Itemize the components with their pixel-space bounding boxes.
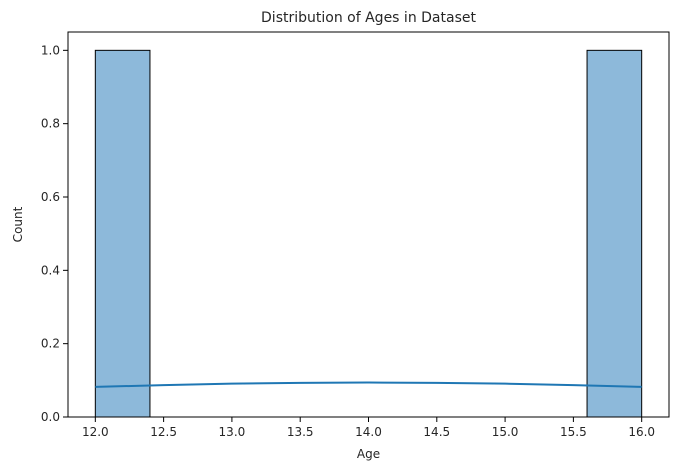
y-tick-label: 0.0 bbox=[41, 410, 60, 424]
y-tick-label: 1.0 bbox=[41, 43, 60, 57]
x-tick-label: 14.5 bbox=[423, 425, 450, 439]
bars-group bbox=[94, 49, 643, 418]
x-axis-ticks: 12.0 12.5 13.0 13.5 14.0 14.5 15.0 15.5 16.0 bbox=[82, 417, 655, 439]
plot-frame bbox=[67, 31, 670, 418]
x-tick-label: 12.5 bbox=[150, 425, 177, 439]
y-axis-ticks: 0.0 0.2 0.4 0.6 0.8 1.0 bbox=[41, 43, 68, 424]
y-tick-label: 0.8 bbox=[41, 117, 60, 131]
kde-line bbox=[95, 381, 642, 388]
y-tick-label: 0.2 bbox=[41, 337, 60, 351]
x-tick-label: 16.0 bbox=[628, 425, 655, 439]
y-tick-label: 0.4 bbox=[41, 263, 60, 277]
x-tick-label: 12.0 bbox=[82, 425, 109, 439]
histogram-bar bbox=[94, 49, 151, 418]
y-axis-label: Count bbox=[11, 206, 25, 242]
x-tick-label: 14.0 bbox=[355, 425, 382, 439]
x-tick-label: 15.0 bbox=[492, 425, 519, 439]
x-tick-label: 15.5 bbox=[560, 425, 587, 439]
x-tick-label: 13.0 bbox=[219, 425, 246, 439]
chart-title: Distribution of Ages in Dataset bbox=[261, 10, 476, 26]
x-axis-label: Age bbox=[357, 447, 380, 461]
y-tick-label: 0.6 bbox=[41, 190, 60, 204]
histogram-bar bbox=[586, 49, 643, 418]
x-tick-label: 13.5 bbox=[287, 425, 314, 439]
